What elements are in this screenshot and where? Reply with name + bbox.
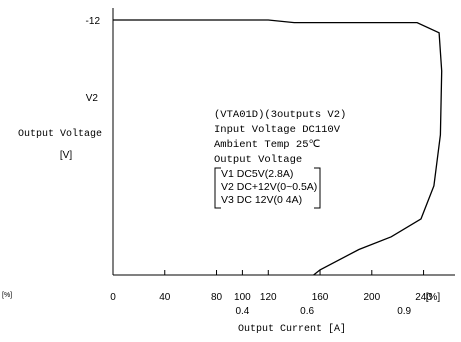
x-axis-label: Output Current [A] [238,323,346,335]
y-tick-label: -12 [86,16,101,27]
annotation-bracket-line: V3 DC 12V(0 4A) [221,194,302,206]
annotation-bracket-line: V1 DC5V(2.8A) [221,168,293,180]
annotation-line: Input Voltage DC110V [214,124,341,136]
x-percent-unit: [%] [426,292,441,303]
x-tick-label: 120 [260,292,277,303]
x-tick-label: 160 [312,292,329,303]
spec-annotation: (VTA01D)(3outputs V2) Input Voltage DC11… [214,109,346,209]
series-line-v2 [113,19,443,276]
annotation-line: Output Voltage [214,154,302,166]
y-axis-unit: [V] [60,150,72,161]
y-axis-label: Output Voltage [18,128,102,140]
annotation-bracket-line: V2 DC+12V(0~0.5A) [221,181,317,193]
x-tick-label: 80 [211,292,223,303]
x-tick-label: 200 [363,292,380,303]
x-tick-label: 40 [159,292,171,303]
series-label-v2: V2 [86,93,99,104]
x-tick-label: 0 [110,292,116,303]
x-tick-label: 240 [415,292,432,303]
y-left-unit-label: [%] [2,292,12,299]
x-tick-label: 100 [234,292,251,303]
annotation-line: (VTA01D)(3outputs V2) [214,109,346,121]
annotation-bracket [314,167,321,209]
x-current-tick-label: 0.4 [235,306,249,317]
x-current-tick-label: 0.9 [397,306,411,317]
x-current-tick-label: 0.6 [300,306,314,317]
annotation-bracket [214,167,221,209]
annotation-line: Ambient Temp 25℃ [214,139,321,151]
